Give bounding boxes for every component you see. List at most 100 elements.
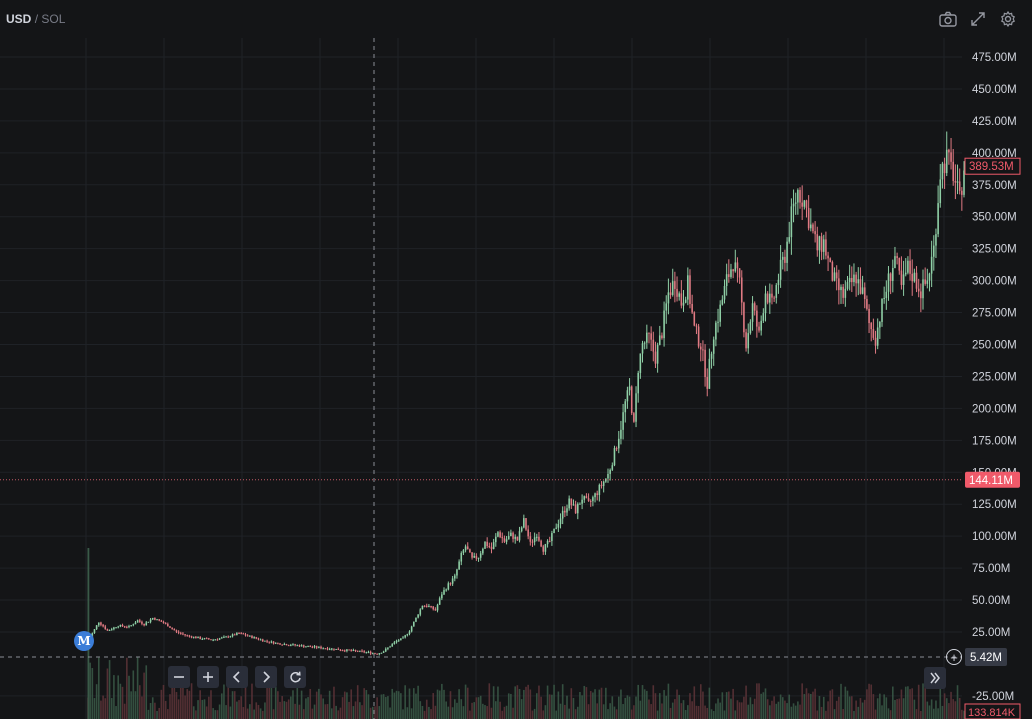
candle-body — [432, 606, 435, 610]
candle-body — [730, 269, 732, 277]
candle-body — [583, 496, 586, 500]
candle-body — [227, 636, 230, 638]
volume-bar — [147, 709, 150, 719]
candle-body — [318, 646, 320, 648]
candle-body — [423, 605, 426, 607]
zoom-in-button[interactable] — [197, 666, 219, 688]
candle-body — [354, 650, 357, 652]
volume-bar — [518, 688, 521, 719]
candle-body — [762, 313, 765, 321]
candle-body — [503, 538, 506, 542]
volume-bar — [572, 697, 575, 719]
candle-body — [343, 650, 346, 652]
volume-bar — [926, 701, 929, 719]
candle-body — [507, 536, 510, 540]
candle-body — [397, 640, 400, 642]
volume-bar — [775, 703, 778, 719]
candle-body — [740, 277, 743, 303]
volume-bar — [236, 701, 238, 719]
volume-bar — [529, 689, 532, 719]
candle-body — [141, 621, 143, 624]
volume-bar — [939, 685, 942, 719]
candle-body — [249, 635, 251, 637]
candle-body — [292, 644, 294, 646]
volume-bar — [807, 693, 810, 719]
fullscreen-icon[interactable] — [968, 9, 988, 29]
volume-bar — [902, 698, 905, 719]
volume-bar — [389, 707, 391, 719]
candle-body — [451, 578, 454, 584]
candle-body — [857, 279, 860, 284]
candle-body — [352, 650, 355, 652]
volume-bar — [214, 710, 217, 719]
candle-body — [883, 298, 885, 300]
candle-body — [579, 503, 581, 505]
candle-body — [866, 299, 868, 309]
y-tick-label: 400.00M — [972, 148, 1017, 160]
volume-bar — [201, 699, 204, 719]
zoom-out-button[interactable] — [168, 666, 190, 688]
candle-body — [128, 626, 130, 628]
volume-bar — [544, 705, 547, 719]
volume-bar — [464, 684, 467, 719]
volume-bar — [961, 709, 963, 719]
reset-chart-button[interactable] — [284, 666, 306, 688]
volume-bar — [510, 693, 512, 719]
volume-bar — [717, 698, 719, 719]
volume-bar — [335, 705, 337, 719]
volume-bar — [607, 709, 609, 719]
volume-bar — [943, 693, 946, 719]
candle-body — [208, 638, 210, 640]
candle-body — [894, 256, 896, 268]
volume-bar — [123, 703, 126, 719]
volume-bar — [95, 684, 98, 719]
volume-bar — [917, 684, 920, 719]
volume-bar — [395, 690, 398, 719]
candle-body — [350, 650, 353, 652]
volume-bar — [734, 710, 737, 719]
candle-body — [920, 291, 922, 299]
candle-body — [471, 552, 473, 558]
candle-body — [527, 529, 529, 537]
scroll-to-realtime-button[interactable] — [924, 667, 946, 689]
candle-body — [482, 548, 484, 554]
volume-bar — [589, 691, 592, 719]
scroll-left-button[interactable] — [226, 666, 248, 688]
volume-bar — [387, 696, 389, 719]
candle-body — [898, 257, 901, 271]
candle-body — [928, 273, 931, 281]
candle-body — [533, 537, 536, 543]
scroll-right-button[interactable] — [255, 666, 277, 688]
y-tick-label: 275.00M — [972, 308, 1017, 320]
candle-body — [475, 555, 478, 559]
volume-bar — [781, 697, 784, 719]
volume-bar — [576, 706, 579, 719]
camera-icon[interactable] — [938, 9, 958, 29]
volume-bar — [391, 688, 394, 719]
volume-bar — [719, 702, 721, 719]
volume-bar — [540, 696, 542, 719]
candle-body — [192, 636, 195, 638]
event-marker[interactable]: M — [74, 631, 94, 651]
volume-bar — [883, 694, 885, 719]
volume-bar — [898, 698, 901, 719]
candle-body — [160, 620, 163, 622]
candle-body — [896, 256, 898, 258]
volume-bar — [682, 700, 685, 719]
gear-icon[interactable] — [998, 9, 1018, 29]
candle-body — [635, 393, 637, 422]
volume-bar — [175, 692, 178, 719]
volume-bar — [441, 683, 443, 719]
candle-body — [167, 623, 169, 627]
volume-bar — [212, 708, 214, 719]
add-alert-icon[interactable]: + — [946, 649, 962, 665]
candle-body — [810, 224, 812, 229]
volume-bar — [469, 710, 471, 719]
volume-bar — [613, 706, 616, 719]
volume-bar — [538, 685, 540, 719]
candle-body — [902, 274, 905, 285]
volume-bar — [868, 683, 870, 719]
candle-body — [147, 621, 150, 623]
